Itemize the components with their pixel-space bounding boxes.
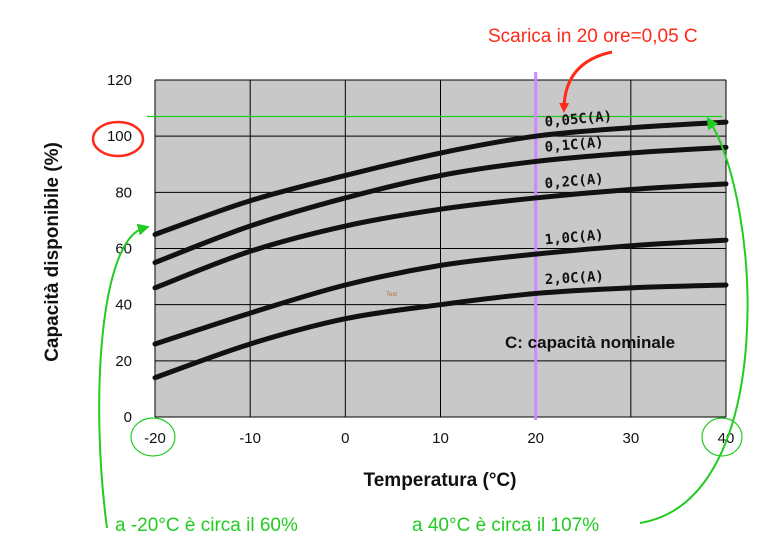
curve-label-series-3: 1,0C(A) <box>544 227 604 248</box>
y-axis-title: Capacità disponibile (%) <box>42 142 63 362</box>
curve-series-2 <box>152 181 729 291</box>
discharge-note: Scarica in 20 ore=0,05 C <box>488 26 698 47</box>
x-tick-label: 20 <box>527 430 544 447</box>
curve-series-1 <box>152 144 729 266</box>
x-tick-labels: -20 -10 0 10 20 30 40 <box>144 430 734 447</box>
x-tick-label: 10 <box>432 430 449 447</box>
nominal-capacity-note: C: capacità nominale <box>505 333 675 352</box>
curve-labels: 0,05C(A) 0,1C(A) 0,2C(A) 1,0C(A) 2,0C(A) <box>544 109 613 289</box>
red-arrow <box>559 50 613 113</box>
green-arrow-right <box>639 116 749 524</box>
reference-lines <box>147 72 722 420</box>
y-tick-label: 80 <box>115 184 132 201</box>
curve-label-series-1: 0,1C(A) <box>544 135 604 156</box>
x-tick-label: 30 <box>622 430 639 447</box>
y-tick-label: 100 <box>107 128 132 145</box>
x-tick-label: 0 <box>341 430 349 447</box>
red-circle-100 <box>91 120 145 158</box>
curve-label-series-0: 0,05C(A) <box>544 109 613 131</box>
y-tick-label: 120 <box>107 72 132 89</box>
center-text: Text <box>386 292 397 298</box>
x-tick-label: 40 <box>718 430 735 447</box>
y-tick-label: 0 <box>124 409 132 426</box>
green-circle-40 <box>701 417 743 457</box>
y-tick-label: 40 <box>115 297 132 314</box>
curve-series-3 <box>152 237 729 347</box>
note-40: a 40°C è circa il 107% <box>412 515 599 536</box>
curves <box>152 119 729 381</box>
curve-series-0 <box>152 119 729 237</box>
x-tick-label: -10 <box>239 430 261 447</box>
green-arrow-left <box>98 223 150 529</box>
x-axis-title: Temperatura (°C) <box>364 470 517 491</box>
y-tick-label: 20 <box>115 353 132 370</box>
curve-label-series-4: 2,0C(A) <box>544 269 604 288</box>
curve-series-4 <box>152 282 729 381</box>
x-tick-label: -20 <box>144 430 166 447</box>
green-circle-minus20 <box>130 417 176 457</box>
note-minus20: a -20°C è circa il 60% <box>115 515 298 536</box>
curve-label-series-2: 0,2C(A) <box>544 171 604 192</box>
